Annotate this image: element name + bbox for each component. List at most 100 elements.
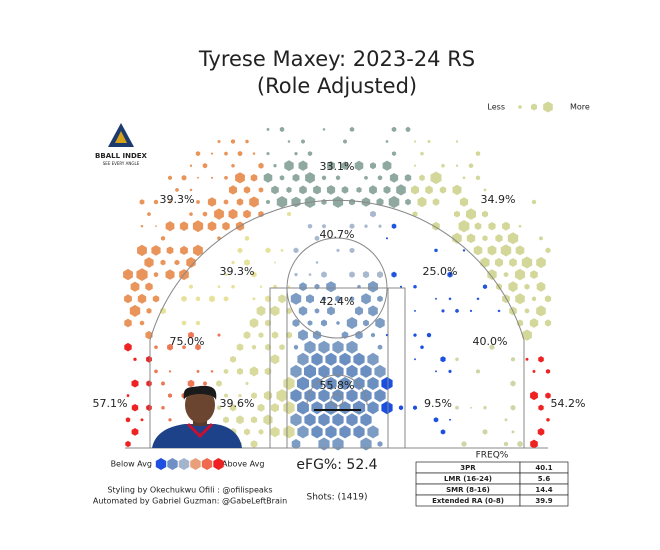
- hex: [237, 150, 243, 157]
- hex: [530, 439, 538, 449]
- hex: [470, 309, 472, 313]
- hex: [322, 224, 326, 229]
- hex: [483, 188, 487, 192]
- hex: [224, 151, 228, 156]
- hex: [153, 272, 159, 278]
- hex: [290, 389, 302, 403]
- efg: eFG%: 52.4: [296, 457, 377, 473]
- hex: [202, 211, 208, 217]
- hex: [356, 186, 362, 193]
- hex: [473, 245, 483, 256]
- hex: [376, 198, 384, 206]
- hex: [489, 344, 495, 350]
- zone-hexes: [386, 223, 501, 313]
- hex: [304, 340, 316, 354]
- hex: [249, 366, 259, 377]
- hex: [258, 162, 264, 169]
- hex: [369, 185, 377, 195]
- hex: [250, 440, 258, 448]
- color-legend-hex: [178, 458, 190, 470]
- hex: [327, 161, 335, 171]
- hex: [297, 376, 309, 391]
- hex: [223, 199, 229, 205]
- hex: [368, 280, 378, 293]
- hex: [386, 237, 388, 240]
- hex: [332, 437, 344, 451]
- hex: [321, 175, 327, 181]
- hex: [441, 163, 445, 168]
- zone-label: 54.2%: [551, 397, 586, 410]
- hex: [182, 345, 186, 350]
- jersey: [152, 424, 242, 448]
- zone-label: 34.9%: [481, 193, 516, 206]
- zone-label: 57.1%: [93, 397, 128, 410]
- hex: [125, 440, 131, 448]
- hex: [168, 393, 172, 398]
- table-value: 39.9: [535, 497, 552, 505]
- hex: [449, 418, 451, 421]
- hex: [311, 352, 323, 366]
- hex: [515, 268, 525, 281]
- hex: [364, 175, 368, 180]
- hex: [290, 364, 302, 378]
- zone-hexes: [263, 126, 412, 209]
- hex: [324, 400, 338, 415]
- hex: [367, 377, 379, 390]
- hex: [346, 364, 358, 378]
- hex: [140, 418, 144, 422]
- table-value: 40.1: [535, 464, 552, 472]
- hex: [197, 176, 199, 179]
- hex: [217, 285, 221, 289]
- zone-label: 39.3%: [220, 265, 255, 278]
- hex: [413, 284, 417, 289]
- hex: [432, 198, 440, 206]
- hex: [511, 357, 515, 362]
- hex: [458, 220, 470, 233]
- hex: [515, 245, 525, 256]
- hex: [243, 209, 251, 219]
- hex: [266, 199, 270, 205]
- hex: [224, 393, 228, 398]
- free-throw-circle: [286, 237, 388, 339]
- hex: [420, 345, 424, 350]
- hex: [325, 352, 337, 366]
- hex: [298, 306, 308, 316]
- hex: [530, 391, 538, 401]
- hex: [353, 377, 365, 390]
- hex: [244, 259, 250, 266]
- hex: [293, 344, 299, 350]
- hex: [298, 160, 308, 171]
- hex: [311, 425, 323, 439]
- color-legend-hex: [190, 458, 201, 470]
- hex: [244, 428, 250, 436]
- hex: [160, 235, 166, 241]
- hex: [332, 389, 344, 403]
- hex: [250, 416, 258, 424]
- hex: [211, 176, 213, 179]
- hex: [270, 354, 280, 365]
- hex: [531, 199, 537, 205]
- hex: [217, 333, 221, 337]
- hex: [168, 175, 172, 181]
- zone-hexes: [290, 352, 386, 439]
- hex: [367, 352, 379, 366]
- hex: [466, 233, 476, 244]
- hex: [245, 381, 249, 386]
- hex: [335, 295, 341, 303]
- hex: [257, 403, 265, 412]
- hex: [231, 260, 235, 265]
- hex: [420, 151, 424, 156]
- hex: [476, 369, 480, 374]
- hex: [518, 224, 522, 228]
- hex: [336, 321, 340, 325]
- hex: [167, 343, 173, 351]
- size-legend-hex: [518, 105, 522, 109]
- hex: [299, 282, 307, 292]
- hex: [244, 235, 250, 241]
- hex: [258, 187, 264, 193]
- hex: [371, 332, 375, 338]
- hex: [363, 319, 369, 327]
- logo-name: BBALL INDEX: [95, 152, 148, 160]
- hex: [304, 364, 316, 379]
